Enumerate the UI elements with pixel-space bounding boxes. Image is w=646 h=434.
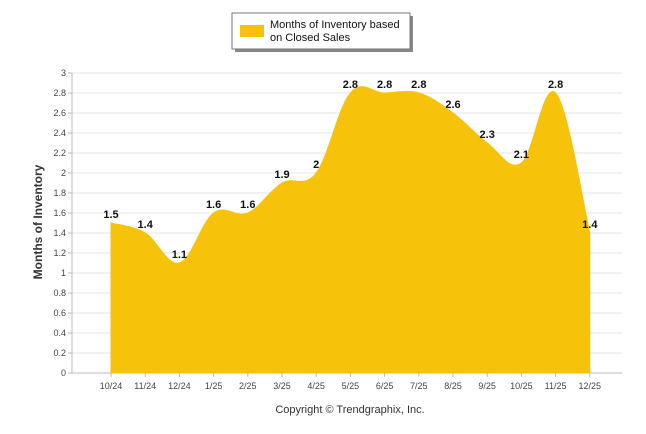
y-tick-label: 1.6 [53,208,66,218]
y-tick-label: 0.4 [53,328,66,338]
x-tick-label: 9/25 [478,381,496,391]
data-label: 1.6 [206,199,221,211]
x-tick-label: 5/25 [342,381,360,391]
data-labels: 1.5 1.4 1.1 1.6 1.6 1.9 2 2.8 2.8 2.8 2.6 2.3 2.1 2.8… [103,79,598,261]
x-tick-label: 2/25 [239,381,257,391]
x-tick-label: 1/25 [205,381,223,391]
x-tick-label: 8/25 [444,381,462,391]
x-tick-label: 6/25 [376,381,394,391]
copyright-text: Copyright © Trendgraphix, Inc. [275,404,424,416]
data-label: 2.1 [514,149,529,161]
y-tick-label: 1 [61,268,66,278]
data-label: 2.3 [480,129,495,141]
legend-label-line1: Months of Inventory based [270,19,400,31]
y-tick-label: 2.2 [53,148,66,158]
legend-label-line2: on Closed Sales [270,32,351,44]
area-series [110,86,591,374]
x-tick-label: 10/24 [100,381,123,391]
y-axis-ticks: 0 0.2 0.4 0.6 0.8 1 1.2 1.4 1.6 1.8 2 2.2 2.4 2.6 2.8 3 [53,68,72,378]
x-tick-label: 4/25 [307,381,325,391]
x-tick-label: 11/25 [545,381,567,391]
legend: Months of Inventory based on Closed Sale… [231,12,413,52]
area-fill [110,86,591,374]
y-tick-label: 0 [61,368,66,378]
y-axis-title: Months of Inventory [31,164,45,279]
x-tick-label: 12/24 [168,381,191,391]
data-label: 1.9 [274,169,289,181]
y-tick-label: 0.6 [53,308,66,318]
x-axis-ticks: 10/24 11/24 12/24 1/25 2/25 3/25 4/25 5/25 6/25 7… [100,373,601,391]
data-label: 2.6 [445,99,460,111]
x-tick-label: 10/25 [510,381,533,391]
y-tick-label: 3 [61,68,66,78]
y-tick-label: 2.6 [53,108,66,118]
y-tick-label: 2.4 [53,128,66,138]
x-tick-label: 11/24 [134,381,156,391]
y-tick-label: 2 [61,168,66,178]
data-label: 1.6 [240,199,255,211]
data-label: 2 [313,159,319,171]
y-tick-label: 0.8 [53,288,66,298]
data-label: 1.4 [582,219,598,231]
data-label: 2.8 [343,79,358,91]
data-label: 1.4 [138,219,154,231]
data-label: 1.5 [103,209,118,221]
legend-swatch [240,25,264,37]
y-tick-label: 2.8 [53,88,66,98]
y-tick-label: 0.2 [53,348,66,358]
data-label: 2.8 [411,79,426,91]
data-label: 2.8 [377,79,392,91]
y-tick-label: 1.2 [53,248,66,258]
data-label: 2.8 [548,79,563,91]
y-tick-label: 1.4 [53,228,66,238]
y-tick-label: 1.8 [53,188,66,198]
x-tick-label: 7/25 [410,381,428,391]
x-tick-label: 12/25 [579,381,602,391]
x-tick-label: 3/25 [273,381,291,391]
data-label: 1.1 [172,249,187,261]
